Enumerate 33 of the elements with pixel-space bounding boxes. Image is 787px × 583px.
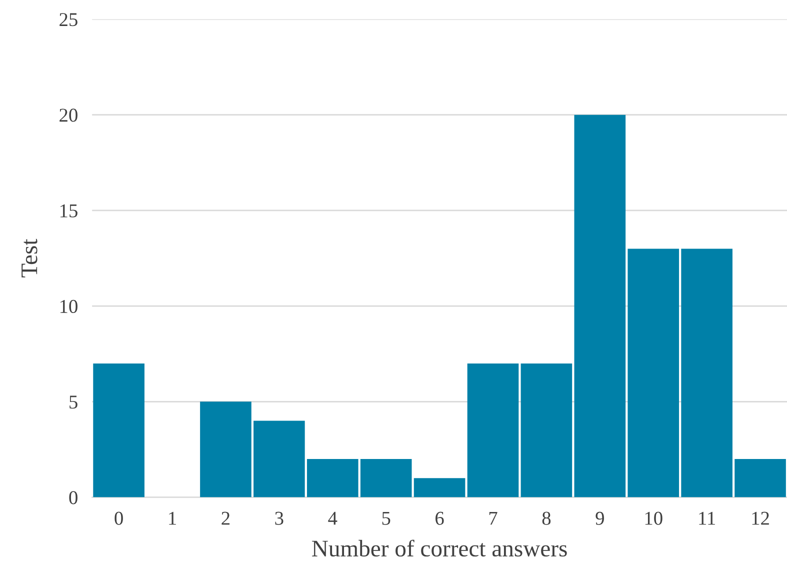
bar	[574, 114, 626, 498]
x-axis-title: Number of correct answers	[312, 540, 567, 557]
bar	[200, 402, 252, 498]
x-tick-label: 12	[752, 512, 769, 525]
x-tick-label: 5	[382, 512, 390, 525]
y-tick-label: 25	[60, 13, 78, 26]
bar	[520, 363, 572, 498]
bar	[93, 363, 144, 498]
x-tick-label: 7	[489, 512, 498, 525]
x-tick-label: 6	[436, 512, 444, 525]
x-tick-label: 0	[114, 512, 123, 525]
y-tick-label: 20	[60, 108, 78, 122]
x-tick-label: 9	[596, 512, 604, 525]
bar	[681, 248, 732, 498]
y-tick-label: 5	[70, 396, 78, 409]
y-axis-title: Test	[22, 238, 38, 278]
bar	[360, 459, 412, 498]
y-tick-label: 15	[60, 204, 78, 218]
y-tick-label: 0	[69, 491, 78, 504]
x-tick-label: 3	[275, 512, 284, 525]
bar	[306, 459, 358, 498]
bar	[254, 420, 305, 498]
x-tick-label: 11	[699, 512, 716, 525]
x-tick-label: 8	[542, 512, 551, 525]
x-tick-label: 1	[169, 512, 176, 525]
bar	[734, 459, 786, 498]
bar	[414, 478, 466, 498]
bar	[628, 248, 680, 498]
y-tick-label: 10	[60, 300, 78, 314]
x-tick-label: 4	[328, 512, 338, 525]
x-tick-label: 10	[645, 512, 662, 525]
bar	[467, 363, 519, 498]
x-tick-label: 2	[222, 512, 230, 525]
